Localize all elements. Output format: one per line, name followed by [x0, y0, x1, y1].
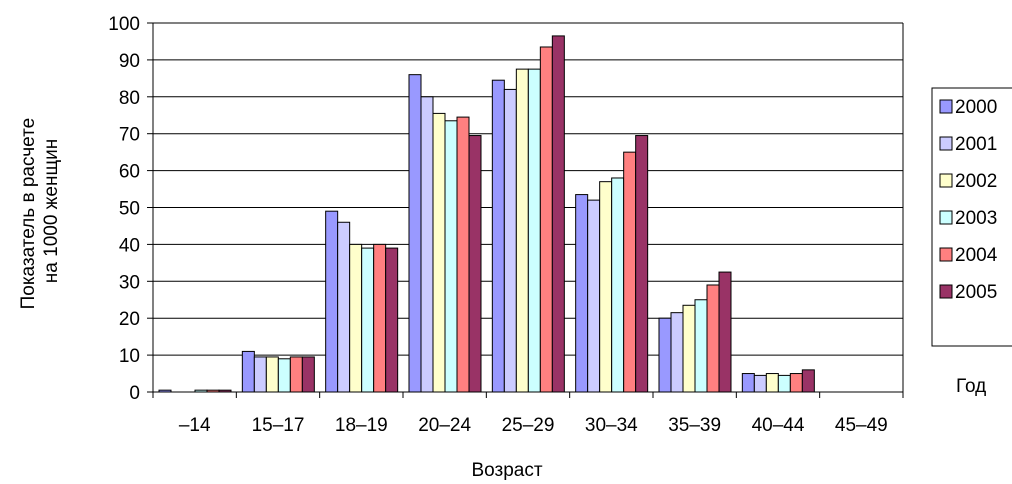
bar-2001-1 — [253, 356, 267, 393]
y-tick-label: 80 — [119, 88, 140, 109]
x-tick-label: 18–19 — [335, 415, 388, 436]
bar-2005-3 — [468, 135, 482, 393]
legend-swatch-2001 — [939, 136, 953, 151]
bar-2002-6 — [682, 304, 696, 393]
y-tick-label: 30 — [119, 272, 140, 293]
legend-label-2002: 2002 — [955, 171, 997, 192]
y-axis-title: Показатель в расчете на 1000 женщин — [18, 113, 62, 310]
bar-2005-2 — [385, 247, 399, 393]
bar-2003-4 — [527, 68, 541, 393]
legend-swatch-2004 — [939, 247, 953, 262]
x-tick-label: 25–29 — [502, 415, 555, 436]
bar-2004-7 — [789, 373, 803, 393]
bar-2005-6 — [718, 271, 732, 393]
bar-2000-7 — [741, 373, 755, 393]
x-tick-label: –14 — [179, 415, 211, 436]
y-tick-label: 0 — [129, 383, 140, 404]
y-tick-label: 60 — [119, 162, 140, 183]
bar-2000-4 — [491, 79, 505, 393]
axes — [147, 22, 904, 398]
y-axis-title-line-1: Показатель в расчете — [18, 118, 39, 310]
legend-label-2004: 2004 — [955, 245, 998, 266]
legend-items: 2000 2001 2002 2003 2004 2005 — [939, 97, 998, 303]
y-axis-title-line-2: на 1000 женщин — [41, 139, 62, 283]
bar-2002-3 — [432, 112, 446, 393]
legend-label-2000: 2000 — [955, 97, 997, 118]
bar-2003-5 — [611, 177, 625, 393]
bar-2004-4 — [539, 46, 553, 393]
bar-2002-2 — [349, 243, 363, 393]
bar-2005-1 — [301, 356, 315, 393]
bar-2002-5 — [599, 181, 613, 393]
bar-2004-3 — [456, 116, 470, 393]
bar-2004-6 — [706, 284, 720, 393]
y-tick-label: 20 — [119, 309, 140, 330]
x-tick-labels: –14 15–17 18–19 20–24 25–29 30–34 35–39 40–44 45… — [179, 415, 888, 436]
bar-2001-6 — [670, 312, 684, 393]
bar-2001-2 — [337, 221, 351, 393]
bar-2003-3 — [444, 120, 458, 393]
bar-2000-2 — [325, 210, 339, 393]
legend-label-2005: 2005 — [955, 282, 997, 303]
y-tick-label: 100 — [108, 14, 140, 35]
bar-2005-7 — [801, 369, 815, 393]
bar-2004-1 — [289, 356, 303, 393]
x-tick-label: 30–34 — [585, 415, 638, 436]
bar-2001-5 — [587, 199, 601, 393]
y-tick-label: 10 — [119, 346, 140, 367]
bar-2002-1 — [265, 356, 279, 393]
y-tick-label: 90 — [119, 51, 140, 72]
x-axis-title: Возраст — [471, 460, 542, 481]
bar-2000-5 — [575, 194, 589, 393]
bar-2004-2 — [373, 243, 387, 393]
x-tick-label: 35–39 — [668, 415, 721, 436]
bar-2003-6 — [694, 299, 708, 393]
bar-2000-3 — [408, 74, 422, 393]
bar-2005-5 — [635, 135, 649, 393]
x-tick-label: 15–17 — [252, 415, 305, 436]
bar-2003-7 — [777, 374, 791, 393]
legend-swatch-2003 — [939, 210, 953, 225]
legend-title: Год — [956, 376, 986, 397]
bar-2001-7 — [753, 374, 767, 393]
y-tick-label: 50 — [119, 199, 140, 220]
y-tick-labels: 0 10 20 30 40 50 60 70 80 90 100 — [108, 14, 140, 404]
x-tick-label: 40–44 — [752, 415, 805, 436]
legend-swatch-2002 — [939, 173, 953, 188]
legend-label-2001: 2001 — [955, 134, 997, 155]
bar-2002-7 — [765, 373, 779, 393]
bar-2003-2 — [361, 247, 375, 393]
bar-2003-1 — [277, 358, 291, 393]
bar-2000-6 — [658, 317, 672, 393]
bar-2001-4 — [503, 88, 517, 393]
bar-2002-4 — [515, 68, 529, 393]
x-tick-label: 20–24 — [418, 415, 471, 436]
bar-2004-5 — [623, 151, 637, 393]
bar-2005-4 — [551, 35, 565, 393]
bar-2000-1 — [241, 350, 255, 393]
bars — [158, 35, 815, 393]
y-tick-label: 40 — [119, 235, 140, 256]
legend-label-2003: 2003 — [955, 208, 997, 229]
legend: 2000 2001 2002 2003 2004 2005 — [931, 87, 1012, 347]
y-tick-label: 70 — [119, 125, 140, 146]
legend-swatch-2005 — [939, 284, 953, 299]
bar-2001-3 — [420, 96, 434, 393]
legend-swatch-2000 — [939, 99, 953, 114]
x-tick-label: 45–49 — [835, 415, 888, 436]
